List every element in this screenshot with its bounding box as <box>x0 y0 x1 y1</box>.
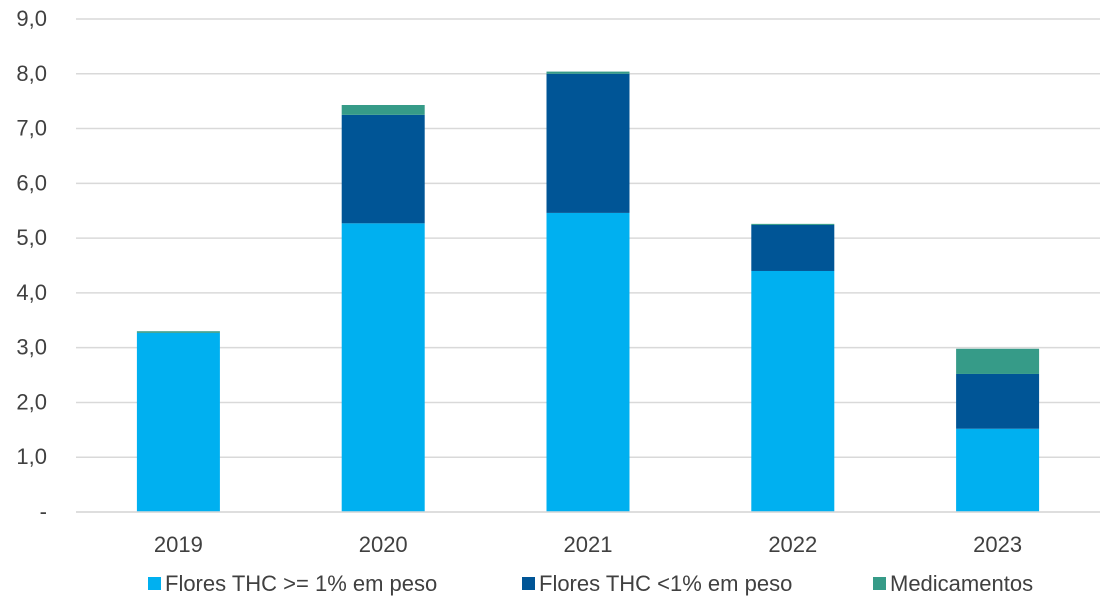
x-tick-label: 2023 <box>973 532 1022 557</box>
bar-2021-series-2 <box>546 71 630 74</box>
y-tick-label: 6,0 <box>16 170 47 195</box>
bar-2020-series-2 <box>341 105 425 115</box>
legend-swatch-1 <box>522 577 535 590</box>
bar-2021-series-0 <box>546 212 630 512</box>
y-tick-label: 3,0 <box>16 335 47 360</box>
y-tick-label: - <box>40 499 47 524</box>
bar-2019-series-0 <box>136 332 220 512</box>
y-tick-label: 5,0 <box>16 225 47 250</box>
bar-2019-series-2 <box>136 331 220 333</box>
bar-2022-series-0 <box>751 270 835 512</box>
bars <box>136 71 1040 512</box>
legend-swatch-0 <box>148 577 161 590</box>
x-axis: 2019 2020 2021 2022 2023 <box>76 511 1100 557</box>
y-axis: - 1,0 2,0 3,0 4,0 5,0 6,0 7,0 8,0 9,0 <box>16 6 47 524</box>
y-tick-label: 9,0 <box>16 6 47 31</box>
x-tick-label: 2019 <box>154 532 203 557</box>
x-tick-label: 2022 <box>768 532 817 557</box>
bar-2020-series-0 <box>341 223 425 512</box>
legend-label-0: Flores THC >= 1% em peso <box>165 571 437 596</box>
y-tick-label: 4,0 <box>16 280 47 305</box>
y-tick-label: 2,0 <box>16 389 47 414</box>
bar-2021-series-1 <box>546 73 630 213</box>
bar-2023-series-1 <box>956 373 1040 429</box>
legend-label-2: Medicamentos <box>890 571 1033 596</box>
y-tick-label: 7,0 <box>16 116 47 141</box>
x-tick-label: 2021 <box>564 532 613 557</box>
bar-2020-series-1 <box>341 114 425 224</box>
y-tick-label: 8,0 <box>16 61 47 86</box>
legend-label-1: Flores THC <1% em peso <box>539 571 792 596</box>
bar-2023-series-2 <box>956 348 1040 374</box>
legend: Flores THC >= 1% em peso Flores THC <1% e… <box>148 571 1033 596</box>
bar-2022-series-1 <box>751 224 835 271</box>
legend-swatch-2 <box>873 577 886 590</box>
bar-2023-series-0 <box>956 428 1040 512</box>
bar-2022-series-2 <box>751 223 835 225</box>
x-tick-label: 2020 <box>359 532 408 557</box>
y-tick-label: 1,0 <box>16 444 47 469</box>
